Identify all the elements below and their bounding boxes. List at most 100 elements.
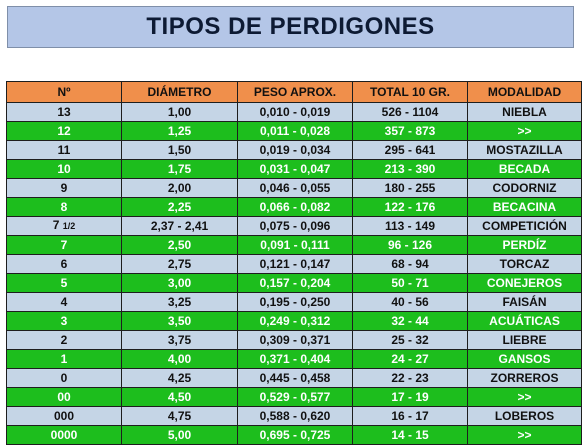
cell-total-text: 113 - 149 [384, 218, 436, 233]
table-row: 6 2,75 0,121 - 0,147 68 - 94 TORCAZ [6, 254, 582, 274]
header-weight: PESO APROX. [237, 81, 353, 103]
cell-weight: 0,011 - 0,028 [237, 121, 353, 141]
table-row: 13 1,00 0,010 - 0,019 526 - 1104 NIEBLA [6, 102, 582, 122]
cell-weight-text: 0,195 - 0,250 [259, 294, 331, 309]
cell-weight-text: 0,066 - 0,082 [259, 199, 331, 214]
table-header-row: Nº DIÁMETRO PESO APROX. TOTAL 10 GR. MOD… [6, 81, 582, 103]
cell-total-text: 96 - 126 [387, 237, 433, 252]
cell-total-text: 32 - 44 [391, 313, 429, 328]
cell-mode: GANSOS [467, 349, 582, 369]
cell-mode-text: LOBEROS [494, 408, 555, 423]
cell-diameter-text: 1,00 [167, 104, 192, 119]
cell-mode-text: CODORNIZ [492, 180, 557, 195]
cell-total: 50 - 71 [352, 273, 468, 293]
cell-total: 22 - 23 [352, 368, 468, 388]
cell-number-text: 0000 [50, 427, 78, 442]
cell-number: 4 [6, 292, 122, 312]
cell-total: 357 - 873 [352, 121, 468, 141]
cell-weight-text: 0,157 - 0,204 [259, 275, 331, 290]
cell-number: 6 [6, 254, 122, 274]
cell-mode: >> [467, 425, 582, 445]
cell-weight-text: 0,445 - 0,458 [259, 370, 331, 385]
cell-diameter: 5,00 [121, 425, 238, 445]
cell-diameter-text: 3,00 [167, 275, 192, 290]
cell-total: 40 - 56 [352, 292, 468, 312]
pellet-table: Nº DIÁMETRO PESO APROX. TOTAL 10 GR. MOD… [6, 81, 582, 445]
cell-number-text: 13 [57, 104, 71, 119]
cell-total-text: 122 - 176 [384, 199, 436, 214]
cell-total: 526 - 1104 [352, 102, 468, 122]
cell-weight: 0,445 - 0,458 [237, 368, 353, 388]
cell-total-text: 295 - 641 [384, 142, 436, 157]
cell-diameter: 2,50 [121, 235, 238, 255]
header-total: TOTAL 10 GR. [352, 81, 468, 103]
cell-number: 8 [6, 197, 122, 217]
cell-weight: 0,031 - 0,047 [237, 159, 353, 179]
cell-weight-text: 0,249 - 0,312 [259, 313, 331, 328]
cell-diameter-text: 3,25 [167, 294, 192, 309]
cell-diameter-text: 3,50 [167, 313, 192, 328]
cell-mode-text: MOSTAZILLA [486, 142, 563, 157]
cell-weight: 0,371 - 0,404 [237, 349, 353, 369]
cell-weight-text: 0,529 - 0,577 [259, 389, 331, 404]
cell-mode: ZORREROS [467, 368, 582, 388]
cell-number-text: 12 [57, 123, 71, 138]
cell-total-text: 16 - 17 [391, 408, 429, 423]
cell-total: 16 - 17 [352, 406, 468, 426]
cell-number-text: 8 [60, 199, 68, 214]
cell-number-text: 4 [60, 294, 68, 309]
cell-diameter-text: 4,75 [167, 408, 192, 423]
cell-number-text: 5 [60, 275, 68, 290]
cell-weight-text: 0,588 - 0,620 [259, 408, 331, 423]
cell-number: 12 [6, 121, 122, 141]
cell-number: 13 [6, 102, 122, 122]
cell-total: 122 - 176 [352, 197, 468, 217]
table-row: 5 3,00 0,157 - 0,204 50 - 71 CONEJEROS [6, 273, 582, 293]
cell-total-text: 17 - 19 [391, 389, 429, 404]
cell-number-text: 10 [57, 161, 71, 176]
table-row: 9 2,00 0,046 - 0,055 180 - 255 CODORNIZ [6, 178, 582, 198]
cell-mode-text: GANSOS [498, 351, 551, 366]
cell-number: 1 [6, 349, 122, 369]
cell-total: 180 - 255 [352, 178, 468, 198]
cell-mode: COMPETICIÓN [467, 216, 582, 236]
cell-weight: 0,157 - 0,204 [237, 273, 353, 293]
cell-total-text: 68 - 94 [391, 256, 429, 271]
cell-total: 96 - 126 [352, 235, 468, 255]
cell-number: 3 [6, 311, 122, 331]
cell-weight: 0,091 - 0,111 [237, 235, 353, 255]
cell-weight-text: 0,695 - 0,725 [259, 427, 331, 442]
cell-diameter: 2,75 [121, 254, 238, 274]
table-row: 11 1,50 0,019 - 0,034 295 - 641 MOSTAZILLA [6, 140, 582, 160]
cell-number: 5 [6, 273, 122, 293]
cell-total-text: 24 - 27 [391, 351, 429, 366]
cell-mode: MOSTAZILLA [467, 140, 582, 160]
cell-number-text: 7 [60, 237, 68, 252]
cell-mode: CONEJEROS [467, 273, 582, 293]
cell-diameter-text: 4,25 [167, 370, 192, 385]
title-banner: TIPOS DE PERDIGONES [7, 6, 574, 48]
cell-mode: NIEBLA [467, 102, 582, 122]
cell-weight-text: 0,121 - 0,147 [259, 256, 331, 271]
cell-mode-text: TORCAZ [499, 256, 550, 271]
cell-number-text: 00 [57, 389, 71, 404]
cell-diameter-text: 5,00 [167, 427, 192, 442]
cell-diameter: 3,25 [121, 292, 238, 312]
cell-diameter: 2,25 [121, 197, 238, 217]
table-row: 7 1/2 2,37 - 2,41 0,075 - 0,096 113 - 149 CO… [6, 216, 582, 236]
cell-number: 7 1/2 [6, 216, 122, 236]
cell-number: 0000 [6, 425, 122, 445]
cell-mode: ACUÁTICAS [467, 311, 582, 331]
header-mode: MODALIDAD [467, 81, 582, 103]
cell-diameter: 1,50 [121, 140, 238, 160]
cell-mode: PERDÍZ [467, 235, 582, 255]
cell-number: 10 [6, 159, 122, 179]
cell-total: 24 - 27 [352, 349, 468, 369]
cell-number-text: 000 [53, 408, 75, 423]
cell-number: 2 [6, 330, 122, 350]
cell-weight-text: 0,011 - 0,028 [259, 123, 331, 138]
cell-weight-text: 0,309 - 0,371 [259, 332, 331, 347]
table-row: 10 1,75 0,031 - 0,047 213 - 390 BECADA [6, 159, 582, 179]
cell-total-text: 357 - 873 [384, 123, 436, 138]
cell-diameter: 1,00 [121, 102, 238, 122]
